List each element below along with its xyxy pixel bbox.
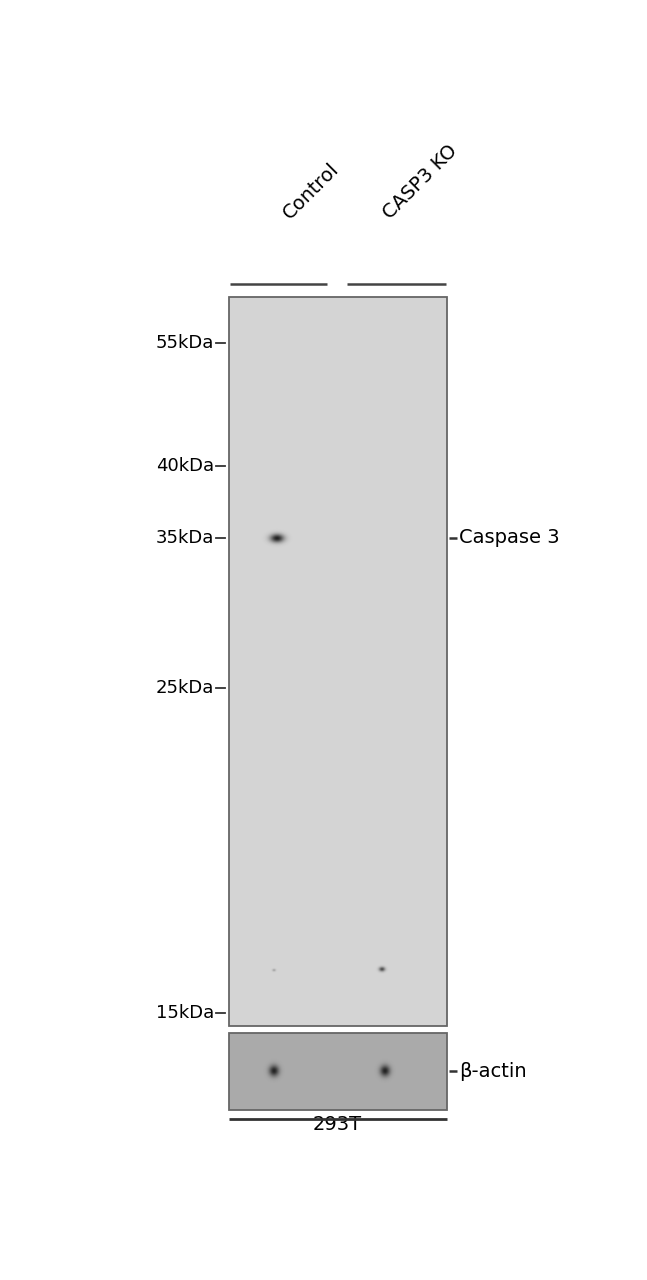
Text: Control: Control xyxy=(279,159,342,223)
Text: 55kDa: 55kDa xyxy=(155,334,214,352)
Text: Caspase 3: Caspase 3 xyxy=(459,529,560,548)
Text: 35kDa: 35kDa xyxy=(155,529,214,547)
Text: 25kDa: 25kDa xyxy=(155,678,214,696)
FancyBboxPatch shape xyxy=(229,297,447,1025)
Text: 15kDa: 15kDa xyxy=(155,1004,214,1021)
Text: CASP3 KO: CASP3 KO xyxy=(379,141,461,223)
FancyBboxPatch shape xyxy=(229,1033,447,1110)
Text: β-actin: β-actin xyxy=(459,1061,527,1080)
Text: 40kDa: 40kDa xyxy=(156,457,214,475)
Text: 293T: 293T xyxy=(313,1115,362,1134)
